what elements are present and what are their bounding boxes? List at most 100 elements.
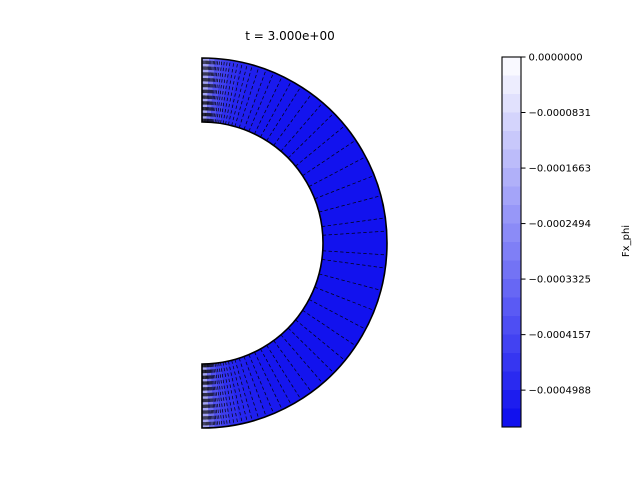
contour-line — [216, 363, 225, 427]
shade-band — [220, 361, 241, 426]
contour-line — [260, 80, 292, 138]
contour-line — [213, 363, 221, 428]
contour-line — [254, 351, 283, 410]
contour-line — [280, 334, 323, 384]
colorbar-band — [502, 75, 521, 95]
contour-line — [204, 363, 207, 428]
contour-line — [214, 363, 223, 427]
colorbar-tick-labels: 0.0000000 −0.0000831 −0.0001663 −0.00024… — [529, 53, 591, 397]
contour-line — [231, 360, 248, 423]
contour-line — [205, 363, 209, 428]
shade-band — [227, 359, 253, 424]
contour-line — [209, 58, 214, 123]
colorbar-band — [502, 57, 521, 76]
contour-line — [212, 58, 219, 123]
contour-line — [302, 309, 356, 347]
contour-line — [231, 63, 248, 126]
contour-line — [308, 299, 366, 330]
contour-line — [206, 58, 210, 123]
colorbar — [501, 56, 526, 428]
shade-band — [227, 62, 253, 127]
contour-line — [308, 156, 366, 187]
contour-line — [243, 69, 267, 130]
shade-band — [234, 64, 267, 130]
contour-line — [318, 273, 381, 291]
contour-line — [225, 61, 239, 125]
contour-line — [220, 362, 231, 426]
contour-line — [212, 363, 219, 428]
contour-line — [205, 58, 209, 123]
shade-band — [254, 345, 301, 410]
contour-line — [218, 362, 228, 427]
contour-line — [206, 363, 211, 428]
contour-line — [218, 59, 228, 124]
contour-line — [208, 363, 213, 428]
contour-line — [243, 356, 267, 417]
contour-line — [216, 59, 225, 123]
contour-line — [238, 358, 260, 420]
contour-line — [206, 363, 210, 428]
colorbar-tick-label: −0.0001663 — [529, 164, 591, 175]
colorbar-band — [502, 131, 521, 150]
shade-band — [243, 352, 283, 417]
colorbar-axis-label: Fx_phi — [621, 225, 632, 257]
contour-line — [314, 175, 375, 200]
contour-line — [266, 345, 302, 400]
contour-line — [214, 59, 223, 123]
contour-line — [260, 348, 292, 406]
contour-line — [248, 72, 275, 132]
contour-line — [208, 58, 213, 123]
contour-line — [254, 76, 283, 135]
contour-line — [207, 58, 212, 123]
plot-title: t = 3.000e+00 — [245, 29, 334, 43]
colorbar-band — [502, 242, 521, 261]
contour-line — [228, 361, 243, 424]
colorbar-band — [502, 260, 521, 280]
shade-band — [266, 86, 323, 152]
contour-line — [203, 363, 206, 428]
colorbar-band — [502, 390, 521, 409]
contour-line — [211, 58, 217, 123]
colorbar-band — [502, 353, 521, 372]
colorbar-band — [502, 149, 521, 169]
colorbar-band — [502, 334, 521, 354]
contour-line — [273, 340, 312, 393]
contour-line — [207, 363, 212, 428]
shade-band — [220, 60, 241, 125]
contour-line — [209, 363, 214, 428]
colorbar-tick-label: −0.0004988 — [529, 386, 591, 397]
colorbar-band — [502, 223, 521, 243]
annulus-fill — [202, 58, 387, 428]
contour-line — [220, 60, 231, 124]
shade-band — [243, 69, 283, 134]
contour-line — [210, 363, 216, 428]
annulus-outline — [201, 57, 388, 429]
contour-line — [318, 195, 381, 213]
colorbar-band — [502, 205, 521, 224]
shade-band — [210, 363, 222, 428]
contour-line — [203, 363, 205, 428]
contour-line — [225, 361, 239, 425]
colorbar-tick-label: −0.0000831 — [529, 108, 591, 119]
contour-line — [266, 86, 302, 141]
contour-line — [273, 93, 312, 146]
colorbar-tick-label: −0.0003325 — [529, 275, 591, 286]
shade-band — [254, 76, 301, 141]
colorbar-band — [502, 297, 521, 317]
contour-line — [238, 66, 260, 128]
colorbar-band — [502, 168, 521, 187]
contour-line — [295, 319, 346, 361]
contour-line — [314, 286, 375, 311]
colorbar-band — [502, 112, 521, 132]
contour-line — [287, 112, 334, 159]
contour-line — [222, 60, 235, 124]
contour-line — [234, 64, 253, 127]
contour-line — [302, 139, 356, 177]
contour-line — [203, 58, 206, 123]
colorbar-band — [502, 316, 521, 335]
contour-line — [287, 327, 334, 374]
shade-band — [210, 58, 222, 123]
contour-line — [228, 62, 243, 125]
shade-band — [266, 334, 323, 400]
contour-line — [206, 58, 211, 123]
